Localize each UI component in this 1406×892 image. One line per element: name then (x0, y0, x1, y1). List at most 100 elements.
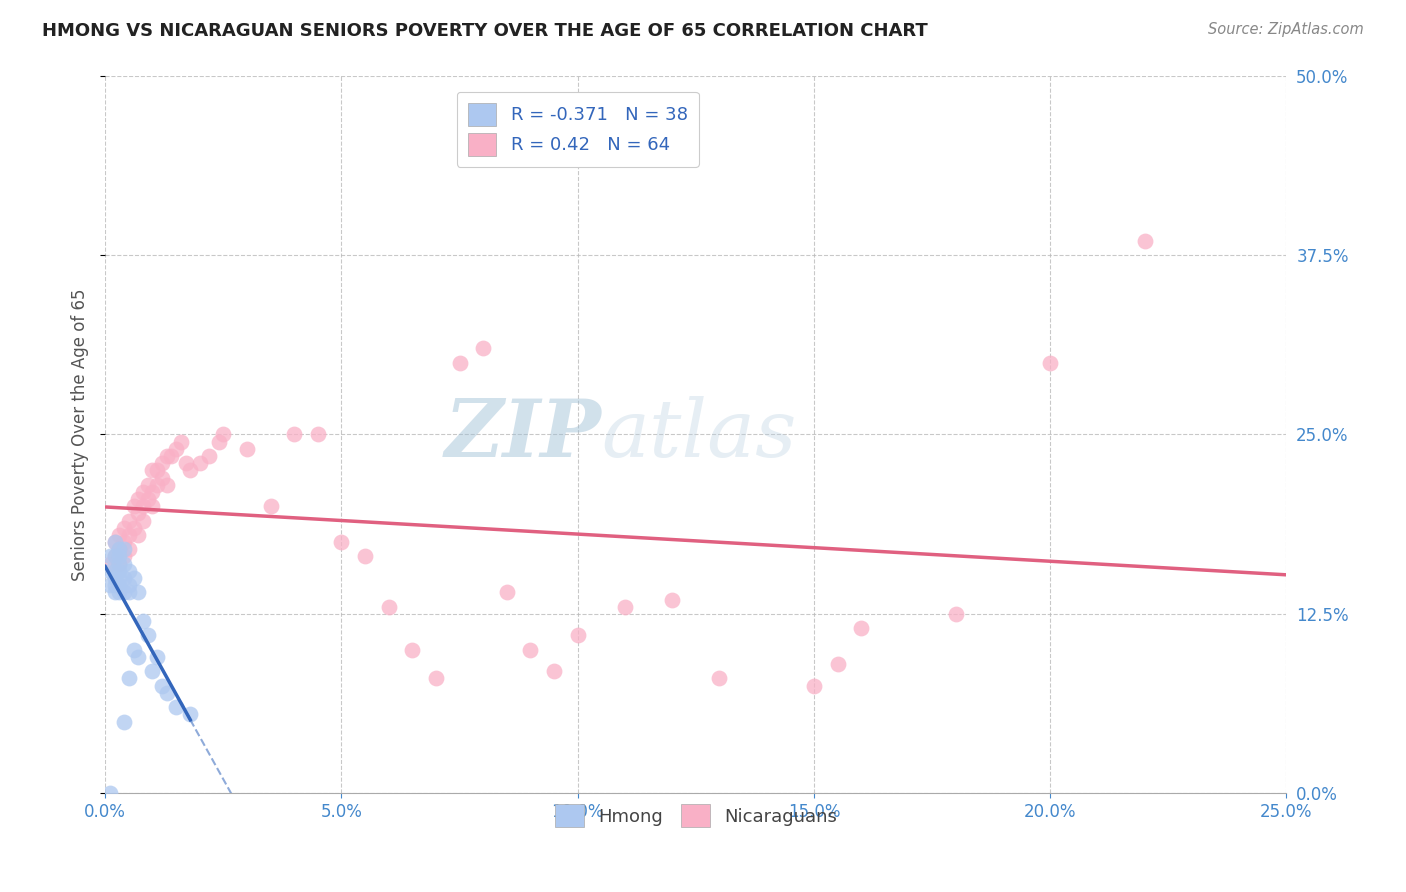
Point (543, 665, 565, 679)
Point (1039, 356, 1062, 370)
Point (112, 571, 135, 585)
Point (118, 564, 141, 578)
Point (112, 535, 135, 549)
Point (567, 628, 589, 642)
Text: Source: ZipAtlas.com: Source: ZipAtlas.com (1208, 22, 1364, 37)
Point (108, 571, 131, 585)
Point (108, 564, 131, 578)
Point (188, 456, 211, 470)
Point (98, 564, 121, 578)
Point (141, 484, 163, 499)
Point (661, 592, 683, 607)
Point (709, 672, 731, 686)
Point (146, 650, 169, 665)
Text: atlas: atlas (602, 396, 797, 473)
Point (401, 642, 423, 657)
Point (150, 456, 173, 470)
Point (354, 549, 377, 564)
Point (108, 549, 131, 564)
Point (136, 628, 159, 642)
Point (945, 607, 967, 621)
Point (108, 557, 131, 571)
Point (112, 585, 135, 599)
Point (112, 714, 135, 729)
Point (104, 578, 127, 592)
Point (118, 672, 141, 686)
Point (519, 642, 541, 657)
Legend: Hmong, Nicaraguans: Hmong, Nicaraguans (547, 797, 844, 835)
Point (108, 557, 131, 571)
Point (141, 500, 163, 514)
Point (127, 491, 149, 506)
Point (141, 665, 163, 679)
Point (104, 549, 127, 564)
Point (330, 535, 353, 549)
Point (104, 535, 127, 549)
Point (127, 650, 149, 665)
Point (170, 434, 193, 449)
Point (827, 657, 849, 672)
Point (425, 672, 447, 686)
Point (179, 707, 201, 722)
Point (165, 700, 187, 714)
Point (118, 542, 141, 557)
Point (118, 514, 141, 528)
Point (122, 571, 145, 585)
Point (1133, 234, 1156, 248)
Point (307, 427, 329, 442)
Point (212, 427, 235, 442)
Point (104, 585, 127, 599)
Point (156, 477, 179, 491)
Point (98, 557, 121, 571)
Point (146, 477, 169, 491)
Point (104, 549, 127, 564)
Point (472, 341, 495, 355)
Point (136, 477, 159, 491)
Point (449, 356, 471, 370)
Point (156, 449, 179, 463)
Point (160, 449, 183, 463)
Point (377, 599, 399, 614)
Point (118, 585, 141, 599)
Point (132, 614, 155, 628)
Point (136, 491, 159, 506)
Point (112, 521, 135, 535)
Point (108, 585, 131, 599)
Text: ZIP: ZIP (444, 396, 602, 473)
Text: HMONG VS NICARAGUAN SENIORS POVERTY OVER THE AGE OF 65 CORRELATION CHART: HMONG VS NICARAGUAN SENIORS POVERTY OVER… (42, 22, 928, 40)
Point (150, 470, 173, 484)
Point (108, 542, 131, 557)
Point (127, 528, 149, 542)
Point (127, 585, 149, 599)
Point (165, 442, 187, 456)
Point (108, 528, 131, 542)
Point (127, 507, 149, 521)
Point (613, 599, 636, 614)
Point (198, 449, 221, 463)
Point (118, 578, 141, 592)
Point (495, 585, 517, 599)
Point (104, 564, 127, 578)
Point (108, 578, 131, 592)
Point (98, 549, 121, 564)
Point (174, 456, 197, 470)
Point (236, 442, 259, 456)
Point (104, 571, 127, 585)
Point (132, 514, 155, 528)
Point (98, 786, 121, 800)
Point (108, 542, 131, 557)
Y-axis label: Seniors Poverty Over the Age of 65: Seniors Poverty Over the Age of 65 (72, 288, 89, 581)
Point (104, 535, 127, 549)
Point (122, 642, 145, 657)
Point (112, 542, 135, 557)
Point (132, 484, 155, 499)
Point (150, 679, 173, 693)
Point (122, 521, 145, 535)
Point (156, 686, 179, 700)
Point (283, 427, 305, 442)
Point (141, 463, 163, 477)
Point (122, 500, 145, 514)
Point (207, 434, 229, 449)
Point (112, 557, 135, 571)
Point (112, 549, 135, 564)
